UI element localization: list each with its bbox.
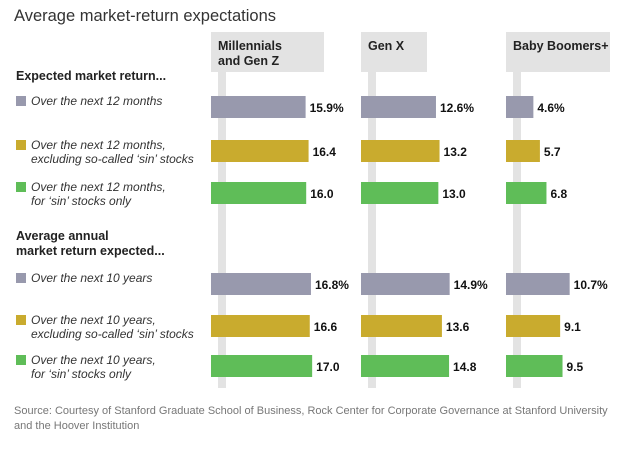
column-header-bg-3 <box>506 32 610 72</box>
bar <box>361 182 439 204</box>
column-rail-3 <box>513 72 521 388</box>
bar <box>211 355 313 377</box>
row-label: for ‘sin’ stocks only <box>31 194 132 208</box>
chart-title: Average market-return expectations <box>14 7 276 25</box>
bar <box>506 315 561 337</box>
bar-value-label: 16.4 <box>313 145 337 159</box>
row-label: excluding so-called ‘sin’ stocks <box>31 152 194 166</box>
bar <box>361 315 442 337</box>
bar <box>506 140 540 162</box>
bar-value-label: 4.6% <box>537 101 565 115</box>
bar <box>211 182 307 204</box>
section-heading-1: Expected market return... <box>16 69 166 83</box>
bar <box>506 355 563 377</box>
row-label: Over the next 10 years, <box>31 353 156 367</box>
section-heading-2: Average annual <box>16 229 109 243</box>
bar-value-label: 16.8% <box>315 278 349 292</box>
bar <box>211 273 311 295</box>
bar-value-label: 9.5 <box>567 360 584 374</box>
column-header-label-1: and Gen Z <box>218 54 279 68</box>
column-header-label-3: Baby Boomers+ <box>513 39 609 53</box>
legend-swatch <box>16 96 26 106</box>
bar-value-label: 13.2 <box>444 145 468 159</box>
legend-swatch <box>16 315 26 325</box>
bar-value-label: 6.8 <box>550 187 567 201</box>
column-header-bg-2 <box>361 32 427 72</box>
bar-value-label: 5.7 <box>544 145 561 159</box>
column-rail-2 <box>368 72 376 388</box>
column-header-label-2: Gen X <box>368 39 405 53</box>
bar-value-label: 9.1 <box>564 320 581 334</box>
row-label: Over the next 12 months, <box>31 138 166 152</box>
legend-swatch <box>16 355 26 365</box>
legend-swatch <box>16 273 26 283</box>
bar-value-label: 16.6 <box>314 320 338 334</box>
bar-value-label: 12.6% <box>440 101 474 115</box>
column-header-bg-1 <box>211 32 324 72</box>
bar <box>361 273 450 295</box>
row-label: Over the next 12 months <box>31 94 162 108</box>
bar <box>361 355 450 377</box>
bar <box>506 96 534 118</box>
legend-swatch <box>16 140 26 150</box>
row-label: Over the next 12 months, <box>31 180 166 194</box>
bar <box>361 96 436 118</box>
bar <box>211 315 310 337</box>
row-label: Over the next 10 years <box>31 271 152 285</box>
row-label: Over the next 10 years, <box>31 313 156 327</box>
bar-value-label: 10.7% <box>574 278 608 292</box>
bar-value-label: 14.9% <box>454 278 488 292</box>
section-heading-2: market return expected... <box>16 244 165 258</box>
bar-value-label: 13.6 <box>446 320 470 334</box>
bar <box>506 182 547 204</box>
bar-value-label: 16.0 <box>310 187 334 201</box>
source-note: Source: Courtesy of Stanford Graduate Sc… <box>14 405 608 432</box>
column-rail-1 <box>218 72 226 388</box>
bar-value-label: 17.0 <box>316 360 340 374</box>
bar-value-label: 15.9% <box>310 101 344 115</box>
bar <box>211 96 306 118</box>
row-label: for ‘sin’ stocks only <box>31 367 132 381</box>
bar <box>361 140 440 162</box>
row-label: excluding so-called ‘sin’ stocks <box>31 327 194 341</box>
column-header-label-1: Millennials <box>218 39 282 53</box>
bar-value-label: 14.8 <box>453 360 477 374</box>
bar-value-label: 13.0 <box>442 187 466 201</box>
bar <box>506 273 570 295</box>
legend-swatch <box>16 182 26 192</box>
bar <box>211 140 309 162</box>
